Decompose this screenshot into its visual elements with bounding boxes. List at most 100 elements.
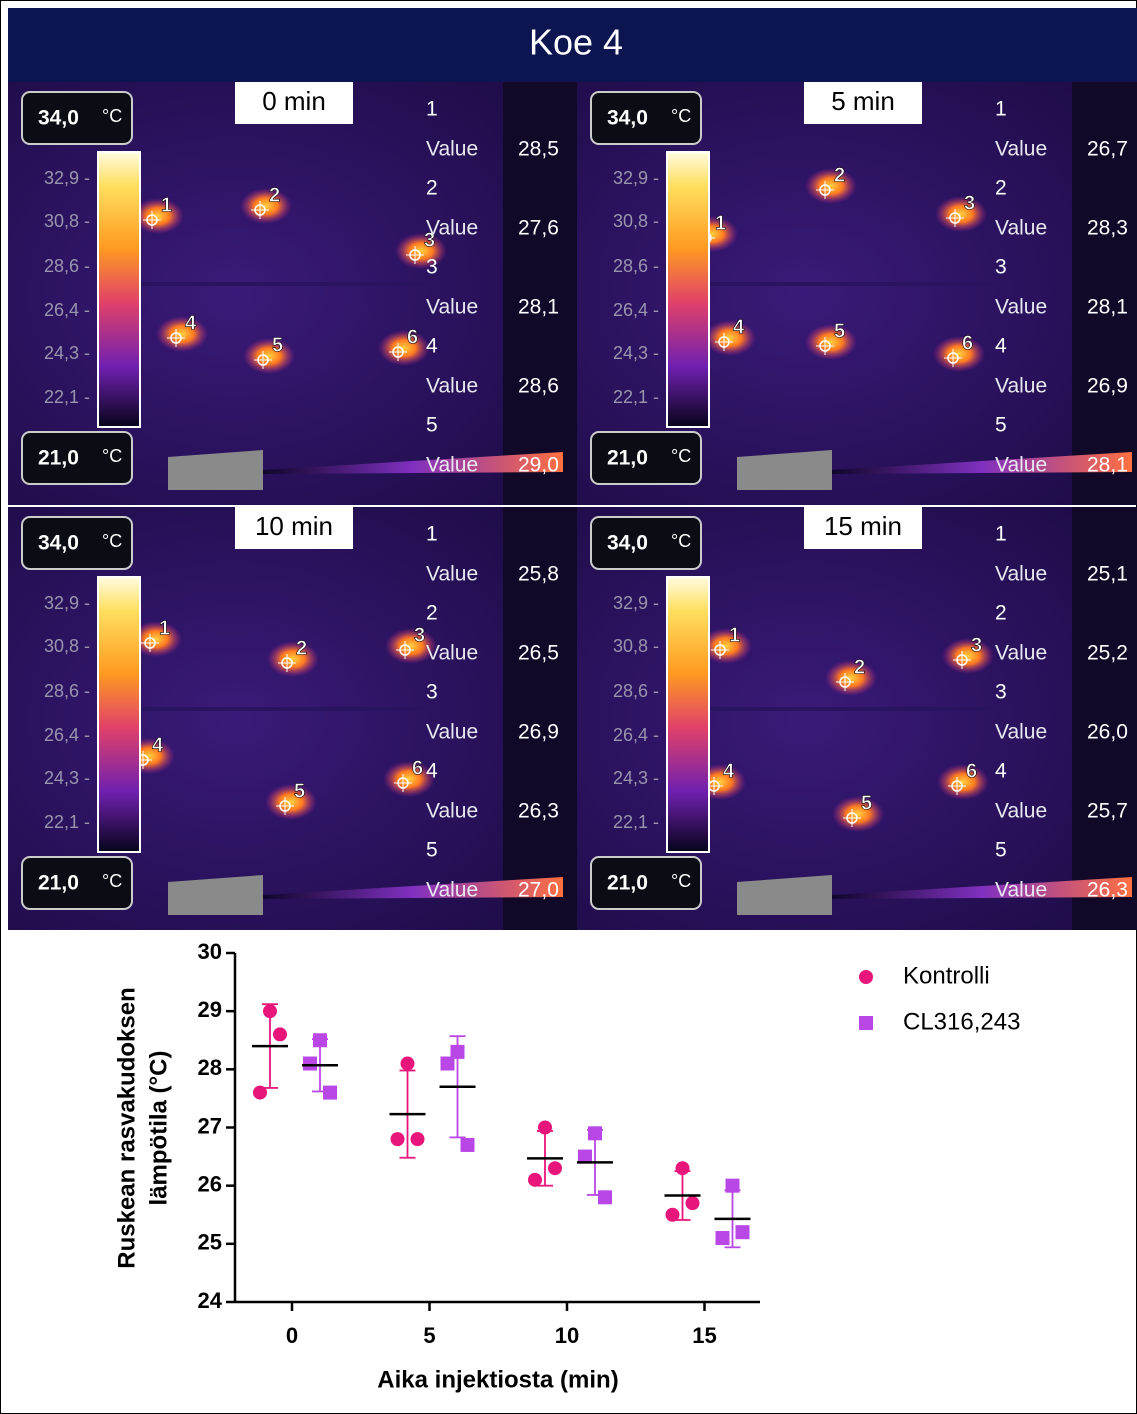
reading-value: 25,8 xyxy=(518,563,559,586)
reading-index: 2 xyxy=(995,177,1007,200)
y-tick-label: 30 xyxy=(198,939,222,964)
scale-value: 34,0 xyxy=(607,532,648,555)
ramp-gray xyxy=(168,450,263,490)
time-label: 0 min xyxy=(262,86,326,116)
scale-tick-label: 26,4 - xyxy=(613,300,659,320)
reading-value: 29,0 xyxy=(518,454,559,477)
x-tick-label: 0 xyxy=(286,1323,298,1348)
reading-value: 26,9 xyxy=(518,721,559,744)
scale-tick-label: 30,8 - xyxy=(613,636,659,656)
data-point xyxy=(528,1172,542,1187)
reading-value: 26,0 xyxy=(1087,721,1128,744)
reading-value: 25,7 xyxy=(1087,800,1128,823)
data-point xyxy=(548,1161,562,1176)
reading-strip xyxy=(503,82,577,505)
scale-unit: °C xyxy=(671,106,691,126)
reading-value: 26,7 xyxy=(1087,138,1128,161)
color-bar xyxy=(97,151,141,428)
heat-blob xyxy=(395,233,447,269)
reading-label: Value xyxy=(995,563,1047,586)
scale-tick-label: 30,8 - xyxy=(44,636,90,656)
reading-label: Value xyxy=(995,454,1047,477)
page-title: Koe 4 xyxy=(529,22,623,63)
cage-divider xyxy=(707,282,1007,286)
scale-tick-label: 22,1 - xyxy=(44,812,90,832)
scale-tick-label: 22,1 - xyxy=(44,387,90,407)
scale-unit: °C xyxy=(671,871,691,891)
scale-value: 21,0 xyxy=(38,447,79,470)
spot-label: 2 xyxy=(834,164,845,186)
reading-value: 28,5 xyxy=(518,138,559,161)
scale-tick-label: 22,1 - xyxy=(613,812,659,832)
cage-divider xyxy=(138,707,438,711)
heat-blob xyxy=(933,336,985,372)
reading-label: Value xyxy=(426,800,478,823)
spot-label: 6 xyxy=(407,326,418,348)
reading-label: Value xyxy=(995,800,1047,823)
ramp-gray xyxy=(168,875,263,915)
reading-value: 28,1 xyxy=(1087,296,1128,319)
heat-blob xyxy=(700,628,752,664)
reading-value: 26,9 xyxy=(1087,375,1128,398)
scale-tick-label: 24,3 - xyxy=(44,343,90,363)
spot-label: 1 xyxy=(161,194,172,216)
ramp-color xyxy=(263,877,563,899)
scale-tick-label: 30,8 - xyxy=(613,211,659,231)
scale-box xyxy=(590,516,702,570)
reading-index: 4 xyxy=(995,760,1007,783)
y-tick-label: 26 xyxy=(198,1171,222,1196)
reading-strip xyxy=(1072,507,1137,930)
scale-tick-label: 28,6 - xyxy=(44,681,90,701)
data-point xyxy=(410,1132,425,1147)
data-point xyxy=(440,1056,455,1071)
heat-blob xyxy=(832,796,884,832)
scale-unit: °C xyxy=(102,871,122,891)
reading-index: 2 xyxy=(426,177,438,200)
scale-tick-label: 26,4 - xyxy=(44,725,90,745)
legend-label: CL316,243 xyxy=(903,1008,1020,1035)
scale-tick-label: 32,9 - xyxy=(613,168,659,188)
scale-unit: °C xyxy=(102,531,122,551)
reading-index: 3 xyxy=(426,681,438,704)
reading-index: 3 xyxy=(426,256,438,279)
scale-value: 21,0 xyxy=(607,872,648,895)
time-label: 15 min xyxy=(824,511,902,541)
color-bar xyxy=(666,151,710,428)
y-tick-label: 29 xyxy=(198,997,222,1022)
chart: 24 25 26 27 28 29 30 0 5 10 15 Aika injektiosta (mi… xyxy=(113,939,1020,1394)
reading-label: Value xyxy=(995,642,1047,665)
heat-blob xyxy=(942,638,994,674)
data-point xyxy=(303,1056,317,1071)
scale-tick-label: 28,6 - xyxy=(44,256,90,276)
time-box xyxy=(804,507,922,549)
data-point xyxy=(400,1056,415,1071)
spot-label: 4 xyxy=(185,312,197,334)
scale-value: 21,0 xyxy=(38,872,79,895)
reading-label: Value xyxy=(995,296,1047,319)
reading-index: 1 xyxy=(426,98,438,121)
ramp-color xyxy=(832,877,1132,899)
reading-label: Value xyxy=(426,879,478,902)
reading-label: Value xyxy=(426,721,478,744)
y-axis-label: Ruskean rasvakudoksen xyxy=(113,987,140,1268)
spot-label: 2 xyxy=(269,184,280,206)
reading-label: Value xyxy=(995,217,1047,240)
spot-label: 1 xyxy=(715,212,726,234)
reading-value: 25,1 xyxy=(1087,563,1128,586)
time-label: 10 min xyxy=(255,511,333,541)
heat-blob xyxy=(240,188,292,224)
scale-tick-label: 28,6 - xyxy=(613,256,659,276)
reading-label: Value xyxy=(426,138,478,161)
data-point xyxy=(578,1149,592,1164)
reading-index: 2 xyxy=(995,602,1007,625)
reading-strip xyxy=(1072,82,1137,505)
reading-value: 28,3 xyxy=(1087,217,1128,240)
spot-label: 3 xyxy=(424,229,435,251)
y-tick-label: 25 xyxy=(198,1230,222,1255)
reading-label: Value xyxy=(426,454,478,477)
scale-box xyxy=(21,431,133,485)
spot-label: 4 xyxy=(152,734,164,756)
